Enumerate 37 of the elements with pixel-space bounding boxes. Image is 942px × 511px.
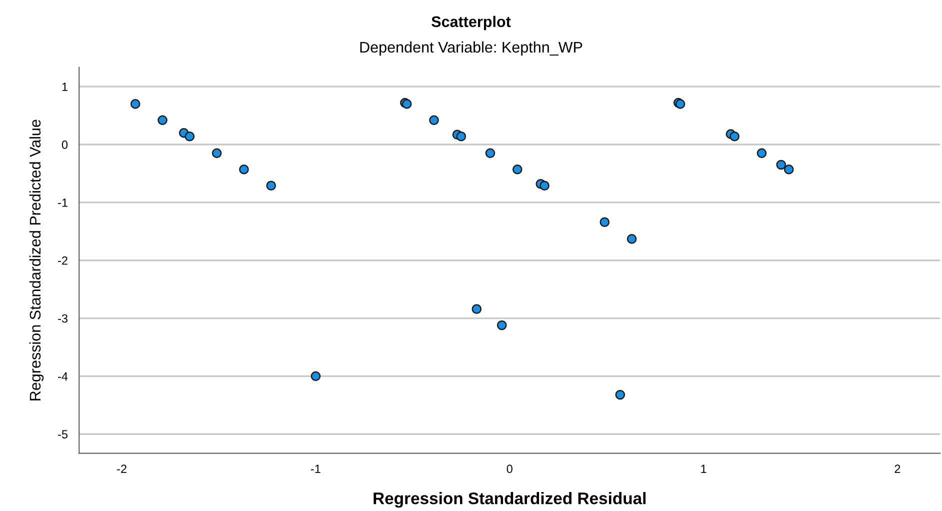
point: [239, 164, 249, 174]
y-tick-label: -1: [58, 198, 68, 207]
x-axis-title: Regression Standardized Residual: [374, 492, 646, 508]
point: [456, 131, 466, 142]
y-tick-label: -2: [58, 256, 68, 265]
point: [485, 148, 496, 158]
y-tick-label: -5: [58, 430, 68, 439]
x-tick-label: 0: [506, 464, 512, 474]
point: [615, 390, 626, 400]
y-tick-label: 1: [62, 82, 68, 91]
point: [429, 115, 439, 126]
point: [130, 99, 140, 109]
y-tick-label: 0: [62, 140, 68, 149]
point: [776, 160, 786, 170]
x-tick-label: 1: [701, 464, 706, 473]
chart-title: Scatterplot: [432, 16, 511, 30]
y-axis-title: Regression Standardized Predicted Value: [29, 120, 44, 400]
point: [626, 234, 637, 244]
point: [730, 131, 740, 142]
point: [540, 180, 550, 191]
point: [472, 304, 482, 314]
x-tick-label: -1: [310, 464, 320, 473]
point: [158, 115, 168, 126]
point: [600, 217, 610, 228]
point: [310, 371, 321, 382]
point: [512, 164, 522, 174]
x-tick-label: 2: [894, 464, 900, 473]
y-tick-label: -3: [58, 314, 68, 323]
x-tick-label: -2: [117, 464, 126, 473]
point: [756, 148, 767, 158]
point: [266, 180, 276, 191]
point: [184, 131, 195, 142]
point: [784, 164, 794, 174]
point: [496, 320, 507, 330]
y-tick-label: -4: [58, 372, 68, 380]
point: [212, 148, 222, 158]
chart-subtitle: Dependent Variable: Kepthn_WP: [360, 41, 582, 56]
